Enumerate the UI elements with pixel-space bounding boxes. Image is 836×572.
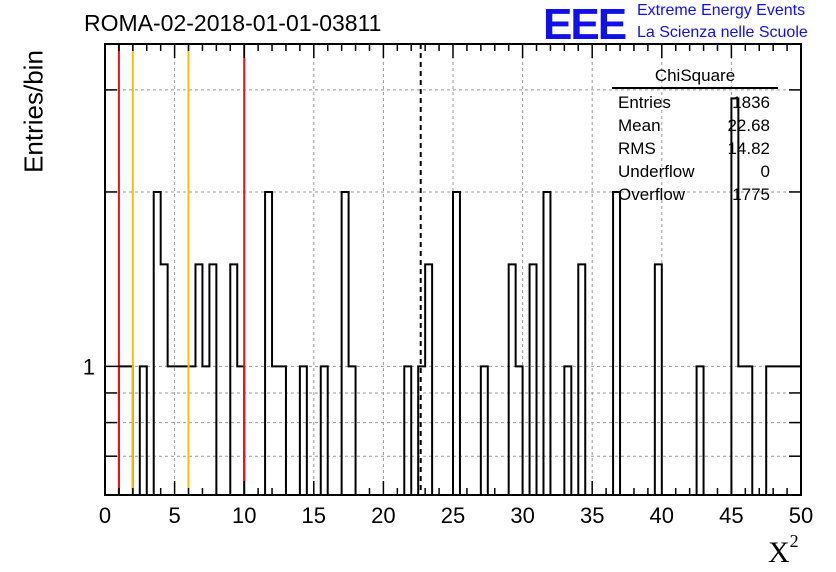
histogram-bin bbox=[655, 264, 662, 495]
histogram-bin bbox=[189, 366, 196, 495]
x-tick-label: 20 bbox=[371, 503, 395, 528]
histogram-bin bbox=[425, 264, 432, 495]
histogram-bin bbox=[126, 366, 133, 495]
histogram-bin bbox=[342, 192, 349, 495]
histogram-bin bbox=[509, 264, 516, 495]
histogram-bin bbox=[321, 366, 328, 495]
tick-labels: 0 5 10 15 20 25 30 35 40 45 50 1 bbox=[83, 354, 813, 528]
stats-row-mean: Mean 22.68 bbox=[618, 116, 770, 135]
histogram-bin bbox=[787, 366, 794, 495]
histogram-bin bbox=[516, 366, 523, 495]
stats-row-underflow: Underflow 0 bbox=[618, 162, 770, 181]
histogram-bin bbox=[613, 192, 620, 495]
histogram-bin bbox=[404, 366, 411, 495]
histogram-bin bbox=[265, 192, 272, 495]
x-tick-label: 10 bbox=[232, 503, 256, 528]
histogram-bin bbox=[230, 264, 237, 495]
histogram-bin bbox=[349, 366, 356, 495]
y-tick-label: 1 bbox=[83, 354, 95, 379]
histogram-bin bbox=[418, 366, 425, 495]
threshold-lines bbox=[117, 44, 422, 495]
brand-line-1: Extreme Energy Events bbox=[637, 2, 806, 19]
histogram-bin bbox=[745, 366, 752, 495]
y-axis-label: Entries/bin bbox=[18, 50, 49, 173]
histogram-bin bbox=[272, 366, 279, 495]
histogram-bin bbox=[202, 366, 209, 495]
x-tick-label: 45 bbox=[719, 503, 743, 528]
histogram-bin bbox=[481, 366, 488, 495]
histogram-bin bbox=[195, 264, 202, 495]
x-tick-label: 30 bbox=[510, 503, 534, 528]
x-tick-label: 40 bbox=[650, 503, 674, 528]
histogram-bin bbox=[209, 264, 216, 495]
eee-logo: EEE bbox=[543, 0, 627, 49]
histogram-bin bbox=[766, 366, 773, 495]
histogram-bin bbox=[119, 366, 126, 495]
histogram-bin bbox=[182, 366, 189, 495]
x-tick-label: 35 bbox=[580, 503, 604, 528]
x-tick-label: 25 bbox=[441, 503, 465, 528]
histogram-bin bbox=[578, 264, 585, 495]
histogram-bin bbox=[175, 366, 182, 495]
histogram-bin bbox=[794, 366, 801, 495]
x-tick-label: 0 bbox=[99, 503, 111, 528]
stats-name: ChiSquare bbox=[612, 66, 778, 89]
histogram-bin bbox=[279, 366, 286, 495]
histogram-bin bbox=[154, 192, 161, 495]
histogram-bin bbox=[453, 192, 460, 495]
x-tick-label: 15 bbox=[302, 503, 326, 528]
histogram-bin bbox=[168, 366, 175, 495]
histogram-bin bbox=[237, 366, 244, 495]
histogram-bin bbox=[773, 366, 780, 495]
brand-line-2: La Scienza nelle Scuole bbox=[637, 24, 808, 41]
histogram-bin bbox=[697, 366, 704, 495]
histogram-bin bbox=[738, 366, 745, 495]
chart-title: ROMA-02-2018-01-01-03811 bbox=[84, 10, 382, 36]
stats-row-entries: Entries 1836 bbox=[618, 93, 770, 112]
histogram-bin bbox=[564, 366, 571, 495]
histogram-bin bbox=[780, 366, 787, 495]
stats-row-rms: RMS 14.82 bbox=[618, 139, 770, 158]
histogram-bin bbox=[140, 366, 147, 495]
histogram-bin bbox=[300, 366, 307, 495]
stats-box: ChiSquare Entries 1836 Mean 22.68 RMS 14.82… bbox=[612, 66, 778, 206]
x-tick-label: 50 bbox=[789, 503, 813, 528]
x-tick-label: 5 bbox=[168, 503, 180, 528]
histogram-bin bbox=[530, 264, 537, 495]
x-axis-label: X2 bbox=[768, 531, 799, 569]
histogram-bin bbox=[543, 192, 550, 495]
histogram-bin bbox=[161, 264, 168, 495]
stats-row-overflow: Overflow 1775 bbox=[618, 185, 770, 204]
axis-ticks bbox=[104, 44, 802, 495]
